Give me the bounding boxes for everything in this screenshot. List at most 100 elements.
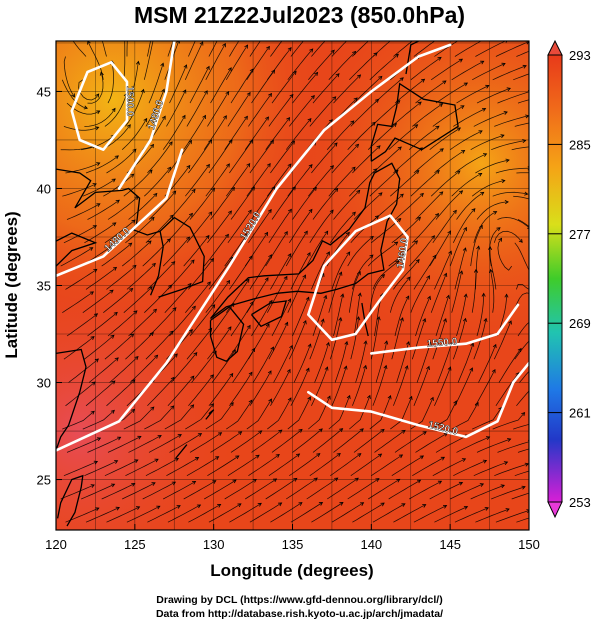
streamline-arrowhead (110, 409, 115, 414)
streamline-arrowhead (193, 352, 198, 357)
streamline (84, 460, 118, 477)
streamline-arrowhead (484, 507, 489, 511)
streamline (430, 273, 447, 313)
colorbar-tick-label: 269 (569, 316, 591, 331)
streamline (412, 103, 443, 127)
streamline (268, 94, 294, 127)
streamline (454, 247, 466, 290)
streamline-arrowhead (452, 209, 457, 214)
credit-drawing: Drawing by DCL (https://www.gfd-dennou.o… (156, 594, 443, 606)
streamline-arrowhead (363, 340, 368, 345)
streamline (208, 373, 234, 407)
streamline-arrowhead (378, 192, 383, 197)
streamline-arrowhead (190, 375, 195, 380)
streamline (475, 369, 496, 406)
streamline-arrowhead (476, 245, 481, 250)
streamline-arrowhead (334, 477, 339, 482)
streamline-arrowhead (90, 410, 95, 415)
streamline (62, 291, 94, 314)
streamline-arrowhead (291, 186, 296, 191)
streamline (416, 342, 432, 383)
streamline (514, 242, 529, 271)
streamline (121, 118, 148, 150)
streamline-arrowhead (217, 503, 222, 508)
streamline (308, 165, 334, 197)
streamline (450, 483, 484, 500)
y-tick-label: 45 (37, 84, 51, 99)
streamline-arrowhead (343, 365, 348, 370)
streamline (145, 214, 174, 244)
streamline (103, 173, 134, 197)
streamline (489, 246, 497, 290)
streamline (125, 332, 154, 360)
streamline-arrowhead (298, 428, 303, 433)
streamline (328, 51, 356, 81)
streamline-arrowhead (287, 298, 292, 303)
streamline-arrowhead (344, 340, 349, 346)
streamline-arrowhead (127, 13, 130, 16)
streamline (204, 479, 237, 500)
streamline (350, 453, 382, 477)
streamline-arrowhead (462, 36, 466, 39)
colorbar-tick-label: 293 (569, 48, 591, 63)
streamline (513, 195, 529, 200)
streamline-arrowhead (174, 458, 180, 462)
x-tick-label: 140 (360, 537, 382, 552)
streamline (309, 319, 324, 360)
streamline (84, 108, 116, 127)
coastline-path (56, 168, 161, 236)
streamline (66, 102, 100, 115)
streamline-arrowhead (199, 41, 204, 46)
streamline-arrowhead (295, 453, 301, 458)
streamline-arrowhead (442, 80, 447, 85)
streamline-arrowhead (446, 294, 450, 299)
streamline (369, 169, 399, 197)
streamline (287, 274, 306, 313)
streamline (516, 50, 529, 57)
streamline (205, 280, 230, 313)
streamline-arrowhead (293, 477, 298, 482)
streamline-arrowhead (215, 456, 220, 460)
coastline-path (370, 82, 459, 162)
streamline-arrowhead (222, 42, 226, 48)
streamline-arrowhead (326, 341, 330, 347)
streamline-arrowhead (380, 502, 385, 507)
streamline (290, 368, 310, 406)
streamline (516, 390, 529, 407)
streamline (431, 400, 457, 430)
streamline (454, 153, 487, 174)
streamline (125, 458, 159, 477)
streamline (292, 297, 310, 337)
streamline-arrowhead (417, 101, 422, 106)
streamline (312, 73, 340, 104)
streamline-arrowhead (130, 408, 136, 413)
streamline (333, 294, 344, 337)
streamline (84, 222, 117, 244)
streamline-arrowhead (151, 482, 156, 486)
streamline-arrowhead (267, 208, 272, 214)
streamline (495, 372, 520, 407)
streamline (122, 482, 156, 500)
streamline (287, 164, 313, 197)
streamline (492, 65, 527, 81)
streamline (184, 41, 204, 80)
streamline-arrowhead (355, 143, 360, 148)
streamline (352, 145, 381, 174)
streamline-arrowhead (287, 47, 292, 52)
streamline-arrowhead (377, 30, 380, 33)
streamline-arrowhead (217, 432, 223, 436)
streamline (78, 79, 100, 101)
streamline (331, 41, 348, 57)
streamline (331, 502, 364, 523)
streamline (413, 148, 444, 174)
x-tick-label: 120 (45, 537, 67, 552)
streamline-arrowhead (323, 294, 328, 300)
streamline-arrowhead (130, 173, 135, 178)
streamline (449, 227, 467, 267)
streamline (271, 429, 303, 453)
streamline-arrowhead (111, 178, 116, 183)
streamline (169, 433, 202, 453)
streamline (101, 242, 132, 267)
streamline (292, 187, 317, 220)
streamline-arrowhead (482, 459, 488, 464)
